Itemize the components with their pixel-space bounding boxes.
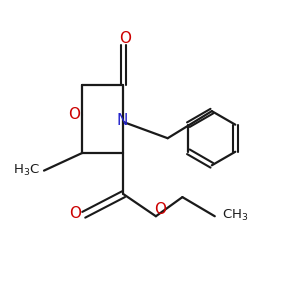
Text: O: O bbox=[68, 107, 80, 122]
Text: O: O bbox=[70, 206, 82, 221]
Text: N: N bbox=[116, 113, 128, 128]
Text: CH$_3$: CH$_3$ bbox=[222, 208, 249, 223]
Text: O: O bbox=[154, 202, 166, 217]
Text: H$_3$C: H$_3$C bbox=[13, 163, 40, 178]
Text: O: O bbox=[119, 31, 131, 46]
